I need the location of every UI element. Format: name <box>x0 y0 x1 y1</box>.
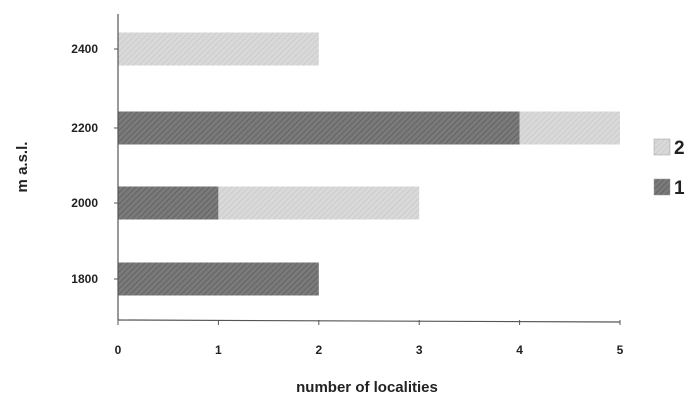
x-tick-label: 4 <box>516 343 523 357</box>
x-axis-ticks: 0 1 2 3 4 5 <box>115 320 624 357</box>
x-axis-title: number of localities <box>296 379 438 396</box>
y-tick-label: 2400 <box>71 42 98 56</box>
y-tick-label: 2200 <box>71 121 98 135</box>
bar-2200-series-2 <box>519 111 620 145</box>
legend-swatch-2 <box>653 138 671 156</box>
bar-1800-series-1 <box>118 262 319 296</box>
legend-swatch-1 <box>653 178 671 196</box>
legend-label-2: 2 <box>674 138 685 159</box>
legend: 21 <box>653 138 685 199</box>
bars-layer <box>118 32 620 296</box>
bar-2000-series-1 <box>118 186 219 220</box>
legend-label-1: 1 <box>674 178 685 199</box>
x-tick-label: 1 <box>215 343 222 357</box>
bar-2200-series-1 <box>118 111 520 145</box>
x-axis-line <box>117 319 621 323</box>
x-tick-label: 0 <box>115 343 122 357</box>
y-axis-title: m a.s.l. <box>14 142 31 193</box>
y-tick-label: 1800 <box>71 272 98 286</box>
x-tick-label: 5 <box>617 343 624 357</box>
bar-2000-series-2 <box>218 186 420 220</box>
x-tick-label: 2 <box>315 343 322 357</box>
x-tick-label: 3 <box>416 343 423 357</box>
y-tick-label: 2000 <box>71 196 98 210</box>
y-axis-ticks: 2400 2200 2000 1800 <box>71 42 118 286</box>
bar-2400-series-2 <box>118 32 319 66</box>
